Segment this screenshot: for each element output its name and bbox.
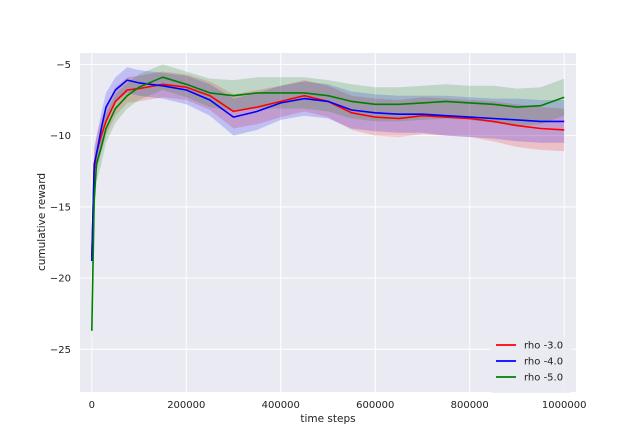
confidence-bands [91, 64, 565, 354]
series-band [91, 71, 565, 277]
legend-box [490, 337, 572, 393]
y-tick-label: −5 [56, 60, 71, 71]
x-tick-label: 400000 [262, 400, 300, 411]
plot-background [80, 53, 576, 392]
series-line [91, 83, 565, 257]
x-tick-labels: 0 200000 400000 600000 800000 1000000 [89, 400, 587, 411]
series-line [91, 79, 565, 262]
y-tick-label: −20 [50, 274, 71, 285]
series-line [91, 76, 565, 331]
x-tick-label: 0 [89, 400, 95, 411]
x-axis-label: time steps [300, 413, 355, 425]
legend-label: rho -3.0 [524, 341, 563, 352]
series-lines [91, 76, 565, 331]
series-band [91, 64, 565, 354]
grid [80, 53, 576, 392]
y-tick-labels: −25 −20 −15 −10 −5 [50, 60, 71, 356]
y-tick-label: −10 [50, 131, 71, 142]
y-axis-label: cumulative reward [36, 173, 48, 271]
x-tick-label: 600000 [356, 400, 394, 411]
legend: rho -3.0 rho -4.0 rho -5.0 [490, 337, 572, 393]
x-tick-label: 800000 [451, 400, 489, 411]
x-tick-label: 1000000 [542, 400, 587, 411]
legend-label: rho -5.0 [524, 373, 563, 384]
legend-label: rho -4.0 [524, 357, 563, 368]
y-tick-label: −25 [50, 345, 71, 356]
x-tick-label: 200000 [167, 400, 205, 411]
series-band [91, 67, 565, 281]
y-tick-label: −15 [50, 202, 71, 213]
